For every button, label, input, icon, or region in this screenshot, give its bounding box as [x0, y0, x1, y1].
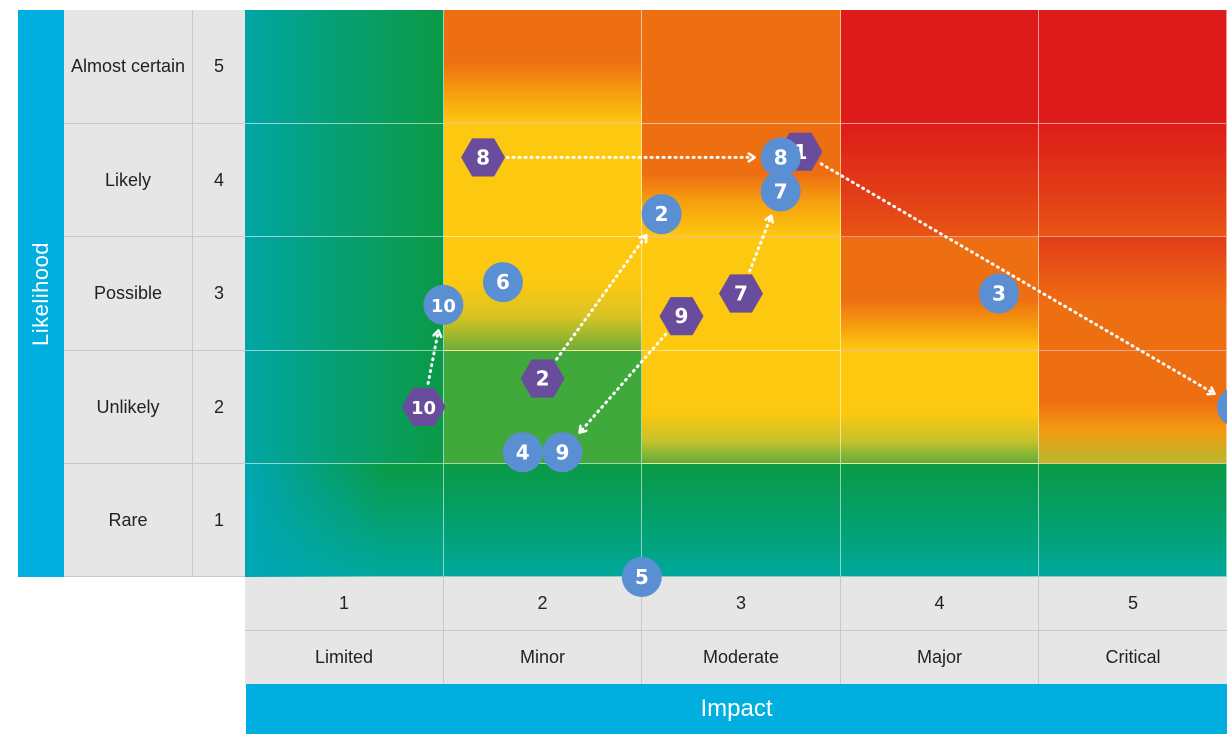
heat-cell: [642, 351, 841, 464]
heat-cell: [1039, 237, 1227, 351]
heat-cell: [444, 237, 642, 351]
heat-cell: [444, 464, 642, 577]
risk-hexagon-label-9: 9: [675, 304, 689, 328]
column-score-3: 3: [642, 577, 841, 631]
risk-circle-label-6: 6: [496, 270, 510, 294]
heat-cell: [245, 10, 444, 124]
heat-cell: [1039, 464, 1227, 577]
heat-cell: [642, 464, 841, 577]
risk-hexagon-label-8: 8: [476, 145, 490, 169]
heat-cell: [841, 124, 1039, 237]
risk-circle-label-2: 2: [655, 202, 669, 226]
column-score-1: 1: [245, 577, 444, 631]
risk-circle-2[interactable]: [641, 194, 682, 235]
heat-cell: [1039, 351, 1227, 464]
column-label-moderate: Moderate: [642, 631, 841, 684]
impact-axis-title: Impact: [700, 695, 773, 722]
risk-circle-5[interactable]: [621, 557, 662, 597]
risk-circle-3[interactable]: [978, 273, 1019, 314]
row-score-5: 5: [193, 10, 245, 124]
impact-axis-bar: Impact: [246, 684, 1227, 734]
heat-cell: [841, 10, 1039, 124]
row-score-4: 4: [193, 124, 245, 237]
column-label-critical: Critical: [1039, 631, 1227, 684]
risk-circle-label-3: 3: [992, 282, 1006, 306]
risk-circle-label-10: 10: [431, 296, 456, 317]
risk-circle-label-4: 4: [516, 440, 530, 464]
risk-circle-label-9: 9: [555, 440, 569, 464]
risk-hexagon-8[interactable]: [461, 138, 506, 177]
risk-hexagon-label-2: 2: [536, 367, 550, 391]
risk-hexagon-7[interactable]: [719, 274, 763, 313]
column-label-minor: Minor: [444, 631, 642, 684]
risk-circle-4[interactable]: [502, 432, 543, 473]
row-label-rare: Rare: [64, 464, 193, 577]
column-1-teal-shade: [245, 464, 444, 577]
risk-circle-label-5: 5: [635, 565, 649, 589]
risk-circle-10[interactable]: [423, 284, 464, 325]
risk-hexagon-label-7: 7: [734, 282, 748, 306]
column-label-major: Major: [841, 631, 1039, 684]
risk-hexagon-10[interactable]: [401, 387, 446, 426]
likelihood-axis-bar: Likelihood: [18, 10, 64, 577]
column-score-2: 2: [444, 577, 642, 631]
risk-hexagon-label-10: 10: [411, 398, 436, 419]
risk-movement-arrow-2: [555, 233, 648, 361]
row-label-almost-certain: Almost certain: [64, 10, 193, 124]
row-score-1: 1: [193, 464, 245, 577]
risk-circle-label-8: 8: [774, 145, 788, 169]
column-score-4: 4: [841, 577, 1039, 631]
heat-cell: [642, 10, 841, 124]
risk-hexagon-9[interactable]: [659, 297, 704, 336]
risk-circle-9[interactable]: [542, 432, 583, 473]
heat-cell: [245, 237, 444, 351]
risk-circle-7[interactable]: [760, 171, 801, 212]
risk-circle-6[interactable]: [482, 262, 523, 303]
row-label-possible: Possible: [64, 237, 193, 351]
risk-hexagon-2[interactable]: [520, 359, 565, 398]
heat-cell: [444, 10, 642, 124]
risk-movement-arrow-7: [748, 214, 772, 273]
row-label-likely: Likely: [64, 124, 193, 237]
risk-circle-label-7: 7: [774, 179, 788, 203]
row-score-3: 3: [193, 237, 245, 351]
heat-cell: [245, 124, 444, 237]
column-score-5: 5: [1039, 577, 1227, 631]
heat-cell: [1039, 124, 1227, 237]
heat-cell: [1039, 10, 1227, 124]
heat-cell: [841, 464, 1039, 577]
risk-movement-arrow-10: [426, 328, 438, 385]
risk-circle-8[interactable]: [760, 137, 801, 178]
risk-circle-1[interactable]: [1217, 387, 1227, 427]
risk-movement-arrow-9: [578, 332, 668, 435]
risk-movement-arrow-1: [819, 162, 1217, 394]
row-label-unlikely: Unlikely: [64, 351, 193, 464]
row-score-2: 2: [193, 351, 245, 464]
column-label-limited: Limited: [245, 631, 444, 684]
heat-cell: [841, 351, 1039, 464]
